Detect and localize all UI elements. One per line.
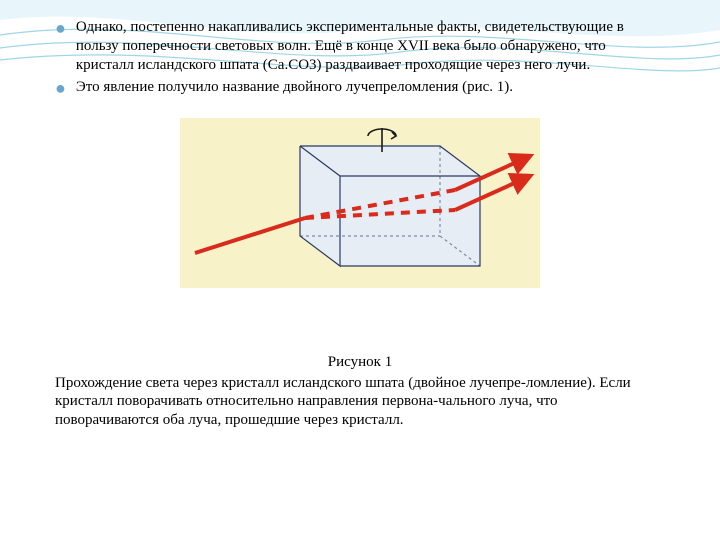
bullet-text: Это явление получило название двойного л… [76, 78, 513, 100]
slide-content: ● Однако, постепенно накапливались экспе… [0, 0, 720, 450]
birefringence-figure [180, 118, 540, 288]
caption-body: Прохождение света через кристалл исландс… [55, 374, 665, 430]
bullet-item: ● Однако, постепенно накапливались экспе… [55, 18, 665, 74]
figure-container [55, 118, 665, 293]
bullet-dot-icon: ● [55, 18, 66, 74]
caption-title: Рисунок 1 [55, 353, 665, 372]
figure-caption: Рисунок 1 Прохождение света через криста… [55, 353, 665, 430]
bullet-text: Однако, постепенно накапливались экспери… [76, 18, 665, 74]
bullet-item: ● Это явление получило название двойного… [55, 78, 665, 100]
bullet-dot-icon: ● [55, 78, 66, 100]
